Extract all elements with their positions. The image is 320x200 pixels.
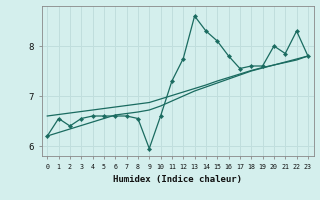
X-axis label: Humidex (Indice chaleur): Humidex (Indice chaleur)	[113, 175, 242, 184]
